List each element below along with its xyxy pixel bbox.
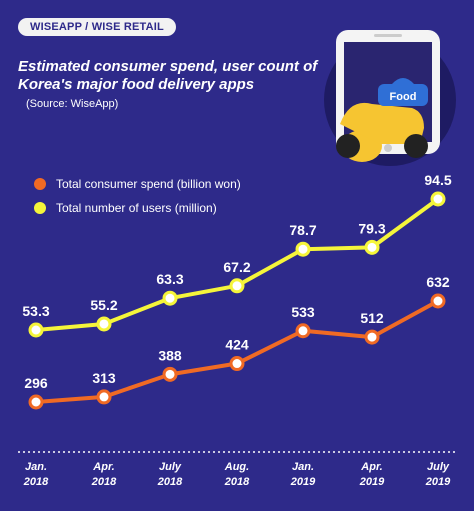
food-label: Food	[390, 91, 417, 103]
series-layer: 53.3 55.2 63.3 67.2 78.7 79.3 94.5 296 313 388 424…	[22, 172, 452, 410]
users-data-point	[28, 322, 44, 338]
brand-tag: WISEAPP / WISE RETAIL	[18, 18, 176, 36]
x-tick-label: Apr. 2018	[91, 461, 117, 488]
users-data-point	[162, 290, 178, 306]
x-tick-label: July 2018	[157, 461, 183, 488]
legend-item-spend: Total consumer spend (billion won)	[34, 172, 241, 196]
legend-label-users: Total number of users (million)	[56, 201, 217, 215]
spend-data-point	[364, 329, 380, 345]
users-data-point	[430, 191, 446, 207]
spend-data-label: 632	[426, 274, 450, 290]
spend-data-label: 512	[360, 310, 384, 326]
legend-item-users: Total number of users (million)	[34, 196, 241, 220]
spend-data-label: 388	[158, 347, 182, 363]
delivery-scooter-phone-icon: Food	[324, 30, 456, 166]
x-tick-label: Aug. 2018	[224, 461, 250, 488]
spend-data-point	[28, 394, 44, 410]
x-axis: Jan. 2018 Apr. 2018 July 2018 Aug. 2018 Jan. 2019…	[18, 451, 456, 488]
spend-data-point	[295, 323, 311, 339]
users-data-label: 63.3	[156, 271, 183, 287]
spend-data-point	[430, 293, 446, 309]
spend-data-label: 424	[225, 337, 249, 353]
spend-data-point	[162, 366, 178, 382]
users-data-label: 53.3	[22, 303, 49, 319]
x-tick-label: Jan. 2018	[23, 461, 49, 488]
legend-marker-spend	[34, 178, 46, 190]
chart-source: (Source: WiseApp)	[26, 98, 119, 110]
spend-data-point	[229, 356, 245, 372]
users-data-point	[364, 239, 380, 255]
spend-data-label: 313	[92, 370, 116, 386]
legend-marker-users	[34, 202, 46, 214]
users-data-label: 67.2	[223, 259, 250, 275]
users-data-label: 94.5	[424, 172, 451, 188]
users-data-point	[229, 278, 245, 294]
x-tick-label: July 2019	[425, 461, 451, 488]
spend-data-label: 296	[24, 375, 48, 391]
users-data-label: 78.7	[289, 222, 316, 238]
legend-label-spend: Total consumer spend (billion won)	[56, 177, 241, 191]
users-data-label: 55.2	[90, 297, 117, 313]
users-data-point	[295, 241, 311, 257]
users-data-label: 79.3	[358, 220, 385, 236]
spend-data-label: 533	[291, 304, 315, 320]
x-tick-label: Jan. 2019	[290, 461, 316, 488]
x-tick-label: Apr. 2019	[359, 461, 385, 488]
legend: Total consumer spend (billion won) Total…	[34, 172, 241, 220]
users-data-point	[96, 316, 112, 332]
chart-title: Estimated consumer spend, user count of …	[18, 58, 318, 93]
spend-data-point	[96, 389, 112, 405]
